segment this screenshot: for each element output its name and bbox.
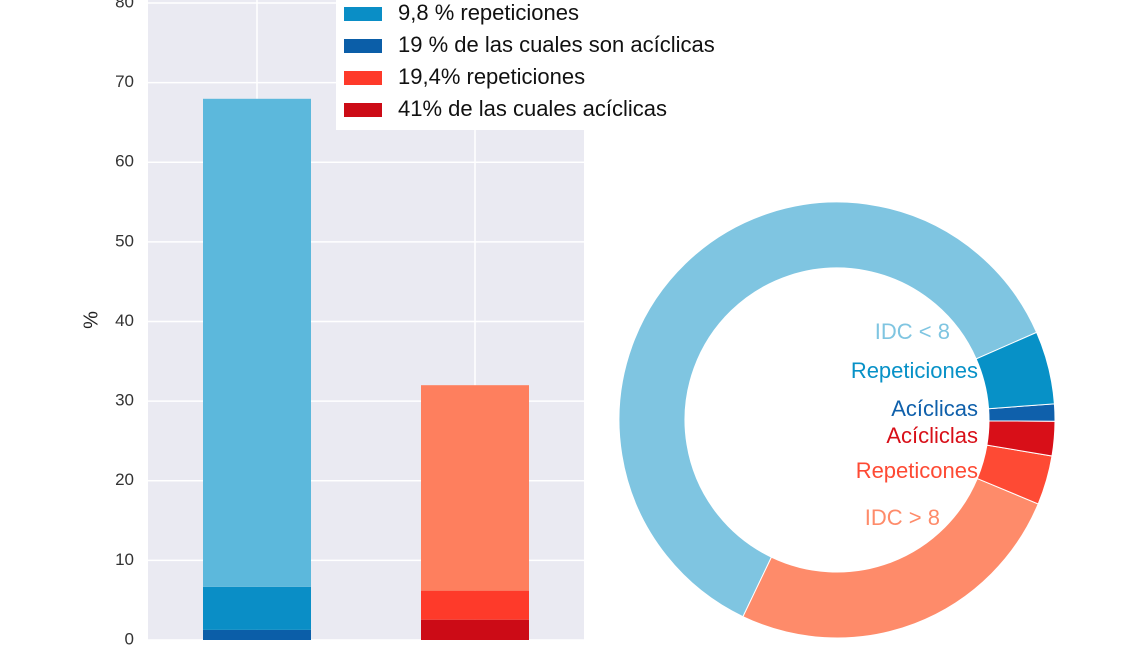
donut-label: Acíclicas (891, 396, 978, 421)
legend-label: 9,8 % repeticiones (398, 0, 579, 25)
bar-segment (203, 586, 311, 630)
legend-label: 19 % de las cuales son acíclicas (398, 32, 715, 57)
y-tick-label: 80 (115, 0, 134, 11)
donut-segment (742, 477, 1039, 639)
y-tick-label: 70 (115, 72, 134, 91)
donut-segment (618, 201, 1038, 618)
bar-segment (203, 98, 311, 587)
donut-label: Repeticones (856, 458, 978, 483)
y-tick-label: 40 (115, 311, 134, 330)
legend-label: 41% de las cuales acíclicas (398, 96, 667, 121)
donut-label: IDC < 8 (875, 319, 950, 344)
legend-swatch (344, 71, 382, 85)
donut-segment (975, 331, 1055, 410)
y-tick-label: 50 (115, 231, 134, 250)
donut-label: IDC > 8 (865, 505, 940, 530)
bar-segment (421, 619, 529, 640)
legend-swatch (344, 39, 382, 53)
bar-segment (203, 629, 311, 640)
y-tick-label: 10 (115, 550, 134, 569)
y-tick-label: 60 (115, 152, 134, 171)
donut-label: Acícliclas (886, 423, 978, 448)
legend-label: 19,4% repeticiones (398, 64, 585, 89)
legend-swatch (344, 103, 382, 117)
y-tick-label: 20 (115, 470, 134, 489)
bar-segment (421, 385, 529, 591)
y-axis-label: % (80, 311, 102, 329)
y-tick-label: 0 (125, 629, 134, 646)
y-tick-label: 30 (115, 391, 134, 410)
legend-swatch (344, 7, 382, 21)
donut-label: Repeticiones (851, 358, 978, 383)
legend-box (336, 0, 772, 130)
bar-segment (421, 590, 529, 620)
